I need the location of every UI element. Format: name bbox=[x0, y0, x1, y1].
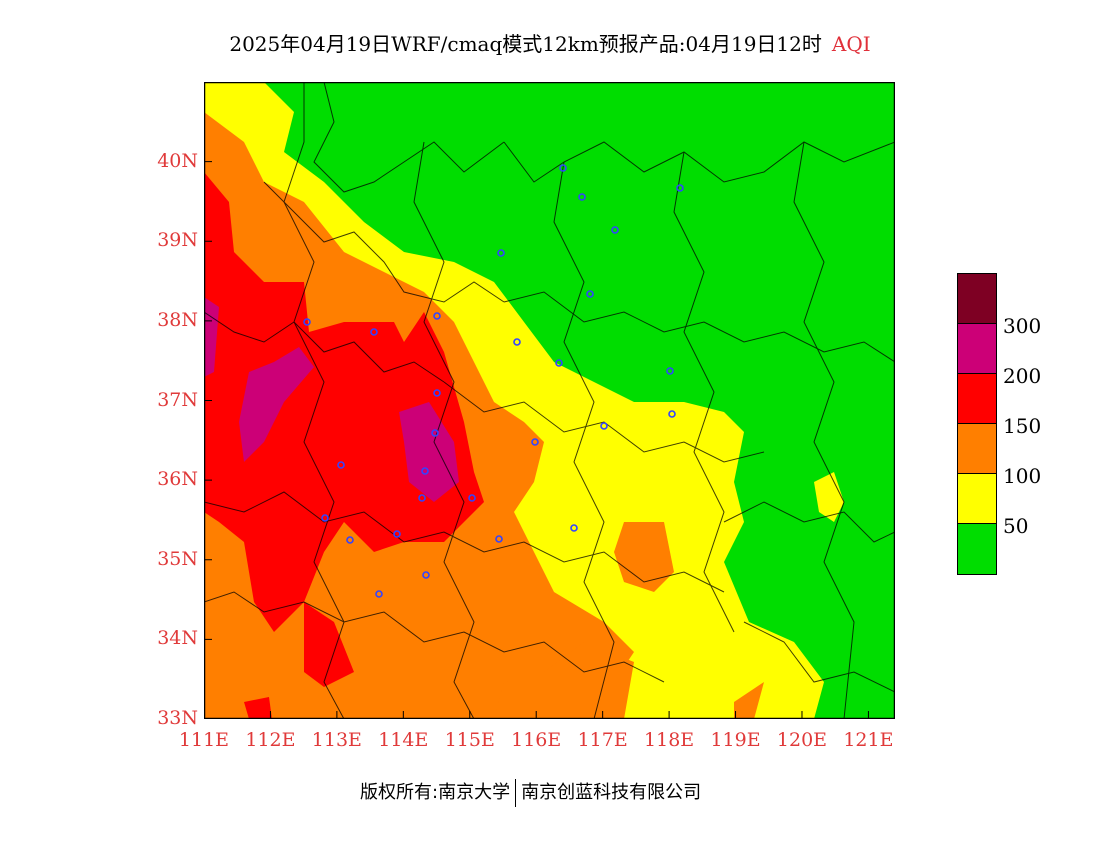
copyright-footer: 版权所有:南京大学 南京创蓝科技有限公司 bbox=[360, 778, 701, 807]
latitude-tick-label: 39N bbox=[157, 229, 198, 252]
map-title: 2025年04月19日WRF/cmaq模式12km预报产品:04月19日12时 A… bbox=[0, 28, 1100, 57]
city-station-marker-icon bbox=[303, 318, 311, 326]
legend-swatch-150-200 bbox=[957, 373, 997, 424]
legend-swatch-50-100 bbox=[957, 473, 997, 524]
aqi-zone-orange-patch bbox=[614, 522, 674, 592]
longitude-tick-label: 117E bbox=[577, 729, 628, 751]
latitude-tick-label: 36N bbox=[157, 468, 198, 491]
aqi-zone-purple-2 bbox=[399, 402, 459, 502]
city-station-markers bbox=[303, 164, 684, 598]
footer-separator bbox=[515, 779, 517, 807]
city-station-marker-icon bbox=[346, 536, 354, 544]
city-station-marker-icon bbox=[421, 467, 429, 475]
city-station-marker-icon bbox=[513, 338, 521, 346]
latitude-tick-label: 34N bbox=[157, 627, 198, 650]
city-station-marker-icon bbox=[495, 535, 503, 543]
city-station-marker-icon bbox=[559, 164, 567, 172]
city-station-marker-icon bbox=[431, 429, 439, 437]
longitude-tick-label: 114E bbox=[378, 729, 429, 751]
city-station-marker-icon bbox=[337, 461, 345, 469]
city-station-marker-icon bbox=[370, 328, 378, 336]
legend-label-300: 300 bbox=[1003, 314, 1042, 338]
aqi-map bbox=[204, 82, 895, 719]
aqi-zone-red-sw bbox=[304, 602, 354, 687]
colorbar-icon bbox=[957, 273, 997, 575]
city-station-marker-icon bbox=[418, 494, 426, 502]
longitude-tick-label: 112E bbox=[245, 729, 296, 751]
legend-swatch-300plus bbox=[957, 273, 997, 324]
latitude-tick-label: 37N bbox=[157, 388, 198, 411]
city-station-marker-icon bbox=[600, 422, 608, 430]
city-station-marker-icon bbox=[676, 184, 684, 192]
legend-swatch-0-50 bbox=[957, 523, 997, 575]
tick-marks bbox=[204, 161, 869, 719]
aqi-zone-orange-patch2 bbox=[734, 682, 764, 719]
city-station-marker-icon bbox=[578, 193, 586, 201]
latitude-tick-label: 33N bbox=[157, 707, 198, 729]
longitude-tick-label: 120E bbox=[776, 729, 828, 751]
city-station-marker-icon bbox=[668, 410, 676, 418]
legend-label-150: 150 bbox=[1003, 414, 1042, 438]
city-station-marker-icon bbox=[433, 389, 441, 397]
aqi-zone-purple-3 bbox=[204, 297, 219, 377]
aqi-zone-red-patch bbox=[244, 697, 272, 719]
city-station-marker-icon bbox=[422, 571, 430, 579]
city-station-marker-icon bbox=[586, 290, 594, 298]
legend-swatch-200-300 bbox=[957, 323, 997, 374]
aqi-zone-yellow-east bbox=[814, 472, 844, 522]
longitude-tick-label: 118E bbox=[644, 729, 695, 751]
longitude-tick-label: 115E bbox=[444, 729, 495, 751]
aqi-zone-purple bbox=[239, 347, 314, 462]
longitude-tick-label: 121E bbox=[843, 729, 894, 751]
aqi-zone-red bbox=[204, 172, 484, 632]
city-station-marker-icon bbox=[393, 530, 401, 538]
city-station-marker-icon bbox=[468, 494, 476, 502]
city-station-marker-icon bbox=[433, 312, 441, 320]
latitude-tick-label: 35N bbox=[157, 547, 198, 570]
footer-copyright: 版权所有:南京大学 bbox=[360, 782, 511, 803]
city-station-marker-icon bbox=[570, 524, 578, 532]
title-main: 2025年04月19日WRF/cmaq模式12km预报产品:04月19日12时 bbox=[229, 32, 822, 56]
legend-label-50: 50 bbox=[1003, 514, 1029, 538]
city-station-marker-icon bbox=[375, 590, 383, 598]
legend-label-200: 200 bbox=[1003, 364, 1042, 388]
legend-label-100: 100 bbox=[1003, 464, 1042, 488]
city-station-marker-icon bbox=[555, 359, 563, 367]
latitude-tick-label: 40N bbox=[157, 149, 198, 172]
latitude-tick-label: 38N bbox=[157, 308, 198, 331]
longitude-tick-label: 119E bbox=[710, 729, 761, 751]
city-station-marker-icon bbox=[321, 514, 329, 522]
longitude-tick-label: 111E bbox=[178, 729, 230, 751]
city-station-marker-icon bbox=[531, 438, 539, 446]
footer-company: 南京创蓝科技有限公司 bbox=[521, 782, 702, 803]
longitude-tick-label: 116E bbox=[511, 729, 562, 751]
city-station-marker-icon bbox=[497, 249, 505, 257]
admin-boundaries bbox=[204, 82, 895, 719]
city-station-marker-icon bbox=[666, 367, 674, 375]
title-variable: AQI bbox=[831, 32, 871, 56]
city-station-marker-icon bbox=[611, 226, 619, 234]
legend-swatch-100-150 bbox=[957, 423, 997, 474]
longitude-tick-label: 113E bbox=[311, 729, 362, 751]
